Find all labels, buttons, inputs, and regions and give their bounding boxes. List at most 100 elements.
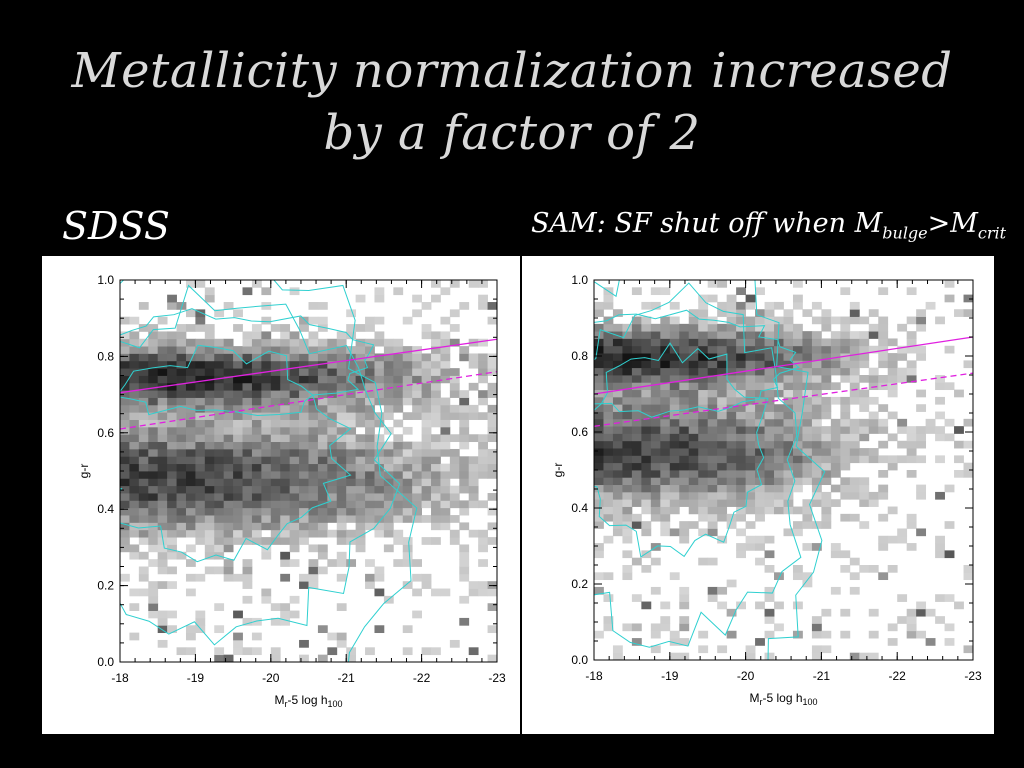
density-cell (270, 448, 281, 457)
density-cell (660, 367, 671, 376)
density-cell (299, 434, 309, 443)
density-cell (374, 529, 385, 538)
density-cell (261, 478, 272, 487)
density-cell (736, 499, 746, 507)
density-cell (887, 382, 898, 391)
density-cell (840, 455, 851, 464)
density-cell (660, 484, 671, 493)
density-cell (478, 375, 488, 384)
density-cell (157, 471, 168, 479)
density-cell (594, 360, 604, 369)
density-cell (299, 478, 309, 487)
density-cell (120, 346, 130, 354)
density-cell (120, 353, 130, 362)
density-cell (327, 515, 338, 523)
density-cell (688, 396, 699, 405)
density-cell (148, 324, 159, 332)
density-cell (308, 426, 319, 435)
density-cell (603, 616, 614, 624)
density-cell (459, 522, 470, 531)
density-cell (355, 294, 366, 303)
density-cell (887, 535, 898, 544)
density-cell (421, 434, 432, 443)
density-cell (176, 647, 187, 656)
density-cell (393, 368, 404, 376)
density-cell (157, 515, 168, 523)
density-cell (660, 521, 671, 529)
y-tick-label: 0.8 (571, 349, 588, 363)
density-cell (365, 346, 375, 354)
density-cell (478, 353, 488, 362)
density-cell (774, 506, 784, 515)
density-cell (204, 463, 215, 472)
density-cell (167, 485, 177, 494)
density-cell (402, 471, 413, 479)
density-cell (688, 338, 699, 347)
density-cell (148, 610, 159, 619)
density-cell (214, 397, 225, 406)
density-cell (792, 404, 803, 412)
density-cell (346, 500, 357, 509)
density-cell (745, 543, 756, 551)
density-cell (336, 382, 347, 391)
density-cell (374, 382, 385, 391)
density-cell (195, 463, 206, 472)
density-cell (299, 412, 309, 420)
density-cell (374, 522, 385, 531)
density-cell (764, 440, 775, 449)
density-cell (792, 396, 803, 405)
density-cell (176, 485, 187, 494)
density-cell (440, 441, 451, 450)
density-cell (745, 367, 756, 376)
density-cell (148, 471, 159, 479)
density-cell (185, 375, 196, 384)
density-cell (688, 316, 699, 325)
density-cell (242, 463, 253, 472)
density-cell (431, 294, 441, 303)
density-cell (717, 404, 728, 412)
density-cell (641, 440, 652, 449)
density-cell (346, 478, 357, 487)
density-cell (669, 345, 680, 354)
density-cell (148, 559, 159, 567)
density-cell (594, 367, 604, 376)
density-cell (355, 353, 366, 362)
density-cell (308, 485, 319, 494)
density-cell (346, 309, 357, 318)
density-cell (468, 529, 479, 538)
density-cell (157, 639, 168, 648)
density-cell (641, 396, 652, 405)
x-axis-label: Mr-5 log h100 (749, 691, 817, 707)
density-cell (916, 404, 927, 412)
density-cell (755, 455, 765, 464)
density-cell (185, 448, 196, 457)
density-cell (487, 368, 497, 376)
density-cell (317, 441, 328, 450)
density-cell (355, 456, 366, 465)
density-cell (129, 500, 140, 509)
density-cell (242, 441, 253, 450)
density-cell (261, 397, 272, 406)
density-cell (308, 441, 319, 450)
density-cell (346, 441, 357, 450)
density-cell (849, 586, 860, 595)
density-cell (289, 544, 300, 553)
density-cell (157, 544, 168, 553)
density-cell (449, 485, 460, 494)
density-cell (954, 601, 964, 610)
density-cell (963, 294, 973, 303)
density-cell (242, 493, 253, 501)
density-cell (289, 397, 300, 406)
density-cell (431, 493, 441, 501)
density-cell (916, 426, 927, 434)
density-cell (774, 491, 784, 500)
density-cell (299, 507, 309, 516)
density-cell (660, 360, 671, 369)
density-cell (431, 412, 441, 420)
density-cell (487, 426, 497, 435)
density-cell (707, 396, 718, 405)
density-cell (270, 338, 281, 347)
density-cell (669, 331, 680, 339)
density-cell (792, 448, 803, 456)
density-cell (308, 419, 319, 428)
